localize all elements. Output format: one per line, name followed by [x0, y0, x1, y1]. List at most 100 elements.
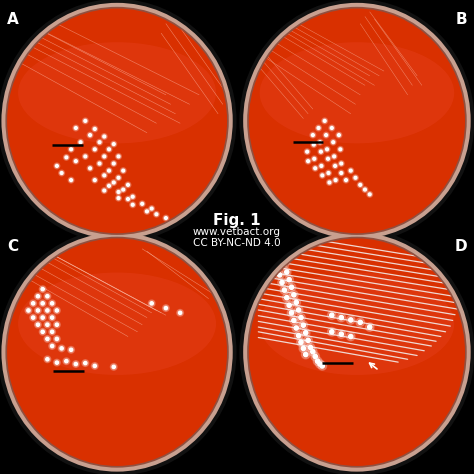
Circle shape	[146, 210, 148, 213]
Circle shape	[289, 311, 293, 315]
Circle shape	[304, 336, 312, 345]
Circle shape	[280, 260, 289, 269]
Circle shape	[297, 313, 305, 322]
Circle shape	[111, 161, 117, 166]
Circle shape	[275, 245, 284, 253]
Circle shape	[117, 155, 120, 158]
Circle shape	[92, 126, 98, 132]
Circle shape	[319, 141, 321, 144]
Circle shape	[319, 150, 322, 153]
Circle shape	[73, 125, 79, 131]
Circle shape	[297, 308, 301, 312]
Circle shape	[83, 361, 87, 365]
Circle shape	[39, 328, 46, 335]
Circle shape	[346, 316, 355, 324]
Circle shape	[91, 363, 98, 369]
Circle shape	[36, 323, 39, 326]
Circle shape	[49, 314, 55, 321]
Circle shape	[356, 318, 365, 327]
Circle shape	[292, 298, 301, 307]
Circle shape	[177, 310, 183, 316]
Text: Fig. 1: Fig. 1	[213, 213, 261, 228]
Circle shape	[110, 364, 117, 370]
Circle shape	[337, 313, 346, 322]
Circle shape	[55, 361, 58, 365]
Circle shape	[46, 309, 49, 312]
Circle shape	[68, 146, 74, 152]
Circle shape	[313, 157, 316, 160]
Circle shape	[304, 149, 310, 155]
Circle shape	[120, 187, 126, 192]
Circle shape	[327, 172, 330, 174]
Circle shape	[358, 320, 362, 325]
Circle shape	[282, 288, 286, 292]
Circle shape	[74, 362, 78, 366]
Circle shape	[337, 146, 343, 152]
Circle shape	[348, 335, 353, 339]
Circle shape	[320, 164, 323, 167]
Circle shape	[326, 170, 331, 176]
Circle shape	[271, 255, 279, 264]
Circle shape	[268, 248, 277, 256]
Circle shape	[106, 168, 112, 173]
Circle shape	[275, 265, 279, 269]
Circle shape	[287, 278, 291, 282]
Circle shape	[327, 157, 329, 160]
Circle shape	[36, 295, 39, 298]
Circle shape	[144, 209, 150, 214]
Circle shape	[59, 170, 64, 176]
Circle shape	[299, 321, 308, 329]
Circle shape	[112, 365, 115, 369]
Circle shape	[273, 258, 277, 262]
Circle shape	[46, 357, 49, 361]
Circle shape	[316, 125, 321, 131]
Circle shape	[365, 323, 374, 331]
Circle shape	[44, 307, 51, 314]
Circle shape	[278, 278, 286, 287]
Circle shape	[54, 163, 60, 169]
Circle shape	[333, 177, 338, 183]
Circle shape	[50, 330, 54, 334]
Circle shape	[311, 142, 317, 147]
Circle shape	[301, 328, 310, 337]
Circle shape	[93, 179, 96, 182]
Circle shape	[303, 353, 308, 356]
Ellipse shape	[5, 7, 229, 235]
Text: A: A	[7, 12, 19, 27]
Circle shape	[318, 362, 322, 366]
Circle shape	[310, 132, 316, 138]
Circle shape	[338, 170, 344, 176]
Circle shape	[299, 340, 303, 344]
Circle shape	[317, 127, 320, 129]
Circle shape	[44, 293, 51, 300]
Circle shape	[111, 141, 117, 147]
Circle shape	[41, 316, 44, 319]
Circle shape	[307, 160, 310, 163]
Circle shape	[339, 332, 343, 337]
Circle shape	[305, 158, 311, 164]
Ellipse shape	[0, 229, 237, 474]
Circle shape	[309, 347, 317, 356]
Circle shape	[354, 176, 357, 179]
Text: B: B	[455, 12, 467, 27]
Circle shape	[131, 195, 134, 198]
Circle shape	[290, 316, 298, 325]
Circle shape	[116, 154, 121, 159]
Circle shape	[60, 172, 63, 174]
Circle shape	[292, 324, 301, 332]
Circle shape	[312, 143, 315, 146]
Circle shape	[141, 202, 144, 205]
Circle shape	[44, 321, 51, 328]
Circle shape	[117, 191, 120, 193]
Circle shape	[280, 280, 284, 284]
Circle shape	[103, 174, 106, 177]
Ellipse shape	[243, 233, 471, 472]
Circle shape	[328, 181, 331, 184]
Circle shape	[292, 319, 296, 323]
Ellipse shape	[5, 237, 229, 468]
Circle shape	[334, 179, 337, 182]
Circle shape	[97, 139, 102, 145]
Circle shape	[329, 125, 335, 131]
Circle shape	[54, 321, 60, 328]
Circle shape	[35, 293, 41, 300]
